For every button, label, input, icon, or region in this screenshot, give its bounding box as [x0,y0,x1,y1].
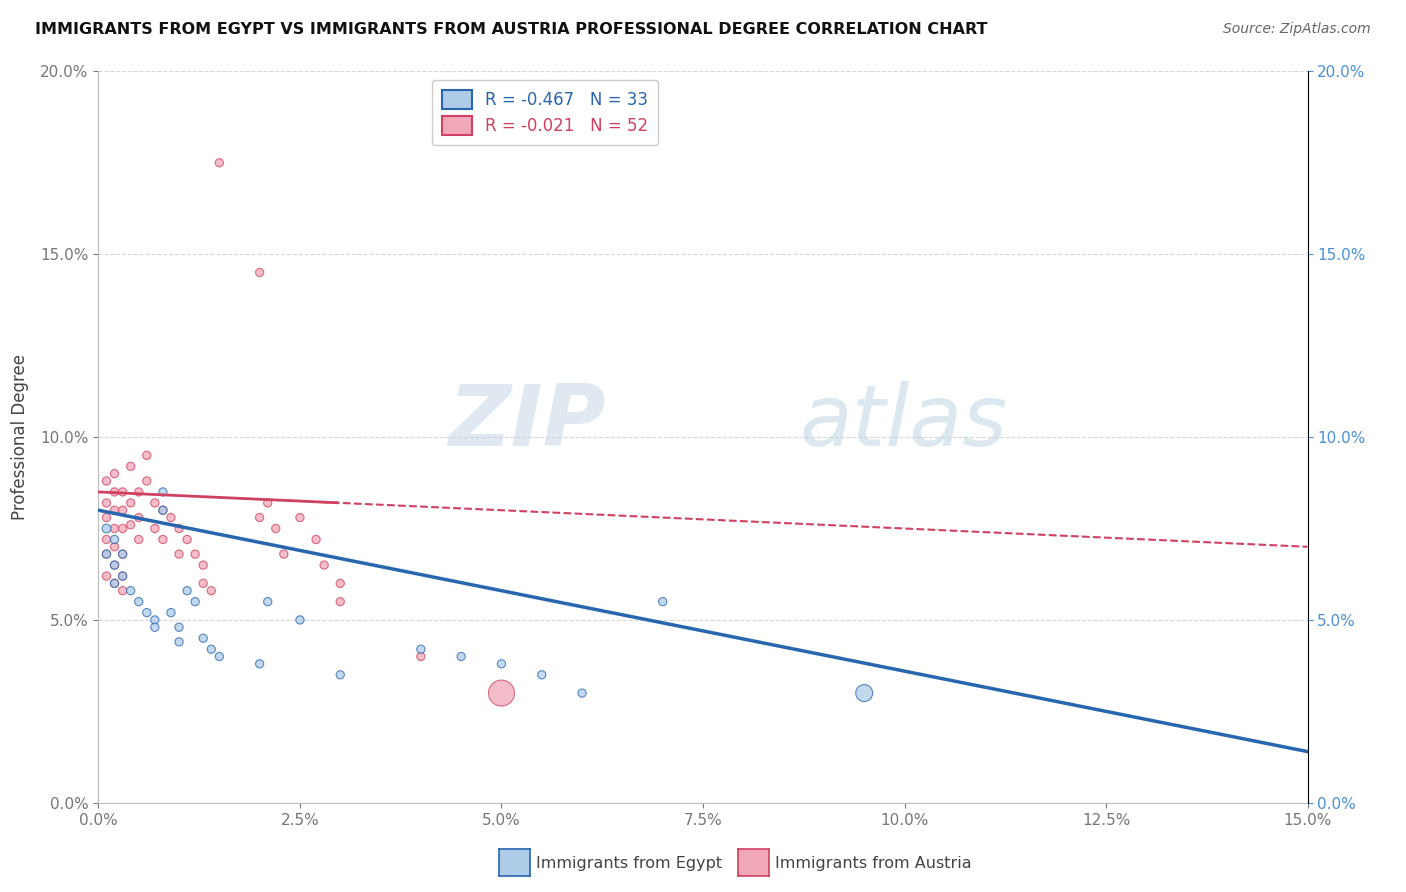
Point [160,606,183,620]
Point [491,686,513,700]
Point [111,503,134,517]
Point [120,583,142,598]
Point [273,547,295,561]
Point [314,558,336,573]
Point [152,533,174,547]
Point [305,533,328,547]
Point [193,558,215,573]
Point [176,583,198,598]
Point [103,467,125,481]
Point [329,667,352,681]
Point [200,642,222,657]
Point [288,510,311,524]
Point [111,569,134,583]
Point [128,485,150,500]
Point [167,620,190,634]
Point [111,583,134,598]
Point [450,649,472,664]
Point [103,558,125,573]
Point [96,547,118,561]
Point [200,583,222,598]
Point [120,459,142,474]
Point [103,533,125,547]
Point [103,558,125,573]
Point [96,521,118,535]
Point [103,540,125,554]
Point [135,474,157,488]
Point [111,569,134,583]
Point [160,510,183,524]
Text: IMMIGRANTS FROM EGYPT VS IMMIGRANTS FROM AUSTRIA PROFESSIONAL DEGREE CORRELATION: IMMIGRANTS FROM EGYPT VS IMMIGRANTS FROM… [35,22,987,37]
Point [491,657,513,671]
Point [167,635,190,649]
Point [409,642,432,657]
Point [120,517,142,532]
Point [96,569,118,583]
Point [193,576,215,591]
Point [96,547,118,561]
Point [96,533,118,547]
Point [571,686,593,700]
Point [329,594,352,608]
Text: Source: ZipAtlas.com: Source: ZipAtlas.com [1223,22,1371,37]
Point [152,503,174,517]
Point [184,594,207,608]
Point [530,667,553,681]
Point [143,496,166,510]
Point [135,449,157,463]
Point [128,510,150,524]
Point [128,594,150,608]
Text: atlas: atlas [800,381,1008,464]
Point [409,649,432,664]
Point [128,533,150,547]
Point [329,576,352,591]
Point [184,547,207,561]
Point [103,503,125,517]
Legend: R = -0.467   N = 33, R = -0.021   N = 52: R = -0.467 N = 33, R = -0.021 N = 52 [432,79,658,145]
Point [256,594,278,608]
Point [120,496,142,510]
Point [264,521,287,535]
Point [96,496,118,510]
Point [135,606,157,620]
Point [143,613,166,627]
Text: Immigrants from Egypt: Immigrants from Egypt [536,856,721,871]
Point [103,485,125,500]
Point [143,521,166,535]
Text: Immigrants from Austria: Immigrants from Austria [775,856,972,871]
Point [152,503,174,517]
Point [208,156,231,170]
Point [167,521,190,535]
Point [111,547,134,561]
Point [96,474,118,488]
Point [143,620,166,634]
Point [249,266,271,280]
Point [96,510,118,524]
Point [167,547,190,561]
Point [853,686,876,700]
Point [103,576,125,591]
Point [103,576,125,591]
Point [193,632,215,646]
Point [111,485,134,500]
Point [651,594,673,608]
Y-axis label: Professional Degree: Professional Degree [11,354,30,520]
Point [103,521,125,535]
Point [152,485,174,500]
Point [208,649,231,664]
Point [111,547,134,561]
Point [111,521,134,535]
Text: ZIP: ZIP [449,381,606,464]
Point [249,657,271,671]
Point [288,613,311,627]
Point [256,496,278,510]
Point [249,510,271,524]
Point [176,533,198,547]
